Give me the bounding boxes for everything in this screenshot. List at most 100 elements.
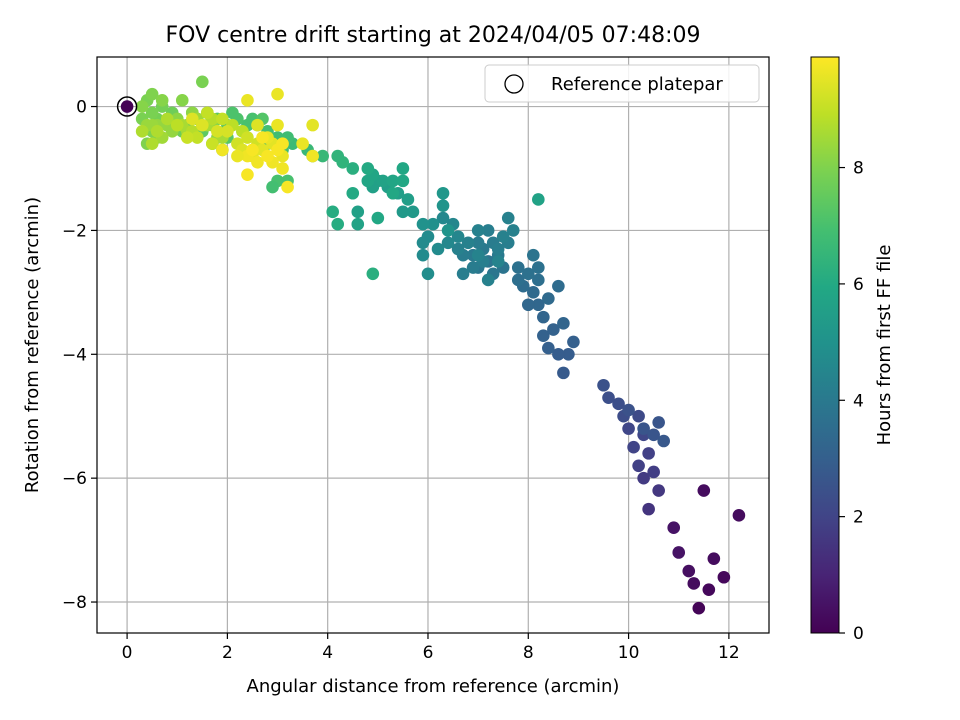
scatter-point xyxy=(557,366,570,380)
x-tick-label: 6 xyxy=(423,643,434,663)
scatter-point xyxy=(622,403,635,417)
x-tick-label: 0 xyxy=(122,643,133,663)
scatter-point xyxy=(296,137,309,151)
colorbar-tick-label: 8 xyxy=(853,159,864,179)
scatter-point xyxy=(532,193,545,206)
scatter-point xyxy=(281,180,294,194)
scatter-point xyxy=(647,465,660,479)
scatter-point xyxy=(612,397,625,411)
scatter-point xyxy=(351,217,365,231)
scatter-point xyxy=(466,261,480,274)
y-axis-label: Rotation from reference (arcmin) xyxy=(22,197,43,493)
x-axis: 0 2 4 6 8 10 12 xyxy=(122,633,740,663)
scatter-point xyxy=(251,155,264,169)
scatter-point xyxy=(657,434,670,448)
scatter-point xyxy=(471,236,485,250)
y-tick-label: −6 xyxy=(62,469,87,489)
scatter-point xyxy=(496,230,510,243)
x-axis-label: Angular distance from reference (arcmin) xyxy=(247,676,620,697)
colorbar-label: Hours from first FF file xyxy=(874,245,895,446)
scatter-point xyxy=(241,94,254,107)
scatter-point xyxy=(231,149,244,163)
scatter-point xyxy=(351,205,365,219)
scatter-point xyxy=(652,484,665,497)
scatter-point xyxy=(145,87,159,101)
scatter-point xyxy=(371,211,385,225)
scatter-point xyxy=(511,273,525,287)
scatter-point xyxy=(216,112,229,126)
scatter-point xyxy=(707,552,721,565)
colorbar-tick-label: 4 xyxy=(853,391,864,411)
scatter-point xyxy=(471,248,485,262)
colorbar-ticks: 0 2 4 6 8 xyxy=(839,159,864,644)
x-tick-label: 12 xyxy=(718,643,740,663)
scatter-point xyxy=(652,416,665,429)
legend: Reference platepar xyxy=(484,64,760,103)
scatter-point xyxy=(521,298,535,312)
scatter-point xyxy=(145,137,159,151)
scatter-point xyxy=(471,224,485,237)
scatter-point xyxy=(436,199,450,212)
scatter-point xyxy=(155,94,169,107)
legend-reference-marker xyxy=(504,74,524,94)
scatter-point xyxy=(632,409,645,423)
scatter-point xyxy=(732,509,746,522)
colorbar-gradient xyxy=(810,56,840,634)
scatter-point xyxy=(602,391,615,404)
scatter-point xyxy=(276,137,289,151)
scatter-point xyxy=(180,131,194,144)
scatter-point xyxy=(441,224,455,237)
scatter-point xyxy=(251,118,264,132)
scatter-point xyxy=(211,125,224,138)
colorbar-tick-label: 2 xyxy=(853,508,864,528)
scatter-point xyxy=(461,236,475,250)
scatter-point xyxy=(160,112,174,126)
scatter-point xyxy=(396,174,410,188)
scatter-point xyxy=(271,118,284,132)
scatter-point xyxy=(396,205,410,219)
scatter-point xyxy=(547,323,560,336)
scatter-point xyxy=(386,174,400,188)
scatter-point xyxy=(702,583,716,596)
x-tick-label: 4 xyxy=(322,643,333,663)
scatter-point xyxy=(532,298,545,312)
scatter-point xyxy=(451,242,465,256)
scatter-point xyxy=(226,106,239,120)
scatter-point xyxy=(697,484,711,497)
scatter-point xyxy=(221,125,234,138)
scatter-point xyxy=(692,601,706,615)
scatter-point xyxy=(557,317,570,330)
scatter-point xyxy=(552,279,565,293)
scatter-point xyxy=(542,292,555,305)
scatter-point xyxy=(150,125,164,138)
scatter-point xyxy=(416,248,430,262)
colorbar: 0 2 4 6 8 Hours from first FF file xyxy=(810,56,895,644)
scatter-point xyxy=(135,100,149,113)
y-axis: 0 −2 −4 −6 −8 xyxy=(62,98,97,613)
scatter-point xyxy=(637,471,650,485)
scatter-point xyxy=(175,94,189,107)
scatter-point xyxy=(276,162,289,175)
scatter-point xyxy=(491,242,505,256)
colorbar-tick-label: 6 xyxy=(853,275,864,295)
scatter-point xyxy=(532,273,545,287)
scatter-point xyxy=(421,267,435,281)
scatter-point xyxy=(532,261,545,274)
scatter-point xyxy=(271,87,284,101)
scatter-point xyxy=(256,131,269,144)
scatter-point xyxy=(401,193,415,206)
scatter-point xyxy=(537,310,550,324)
scatter-point xyxy=(346,186,360,200)
scatter-point xyxy=(567,335,580,349)
scatter-point xyxy=(431,242,445,256)
scatter-point xyxy=(637,422,650,435)
scatter-point xyxy=(331,217,345,231)
scatter-point xyxy=(526,248,540,262)
scatter-point xyxy=(376,174,390,188)
scatter-point xyxy=(481,273,495,287)
scatter-point xyxy=(542,341,555,355)
scatter-point xyxy=(241,168,254,181)
scatter-point xyxy=(426,217,440,231)
scatter-point xyxy=(672,546,686,559)
